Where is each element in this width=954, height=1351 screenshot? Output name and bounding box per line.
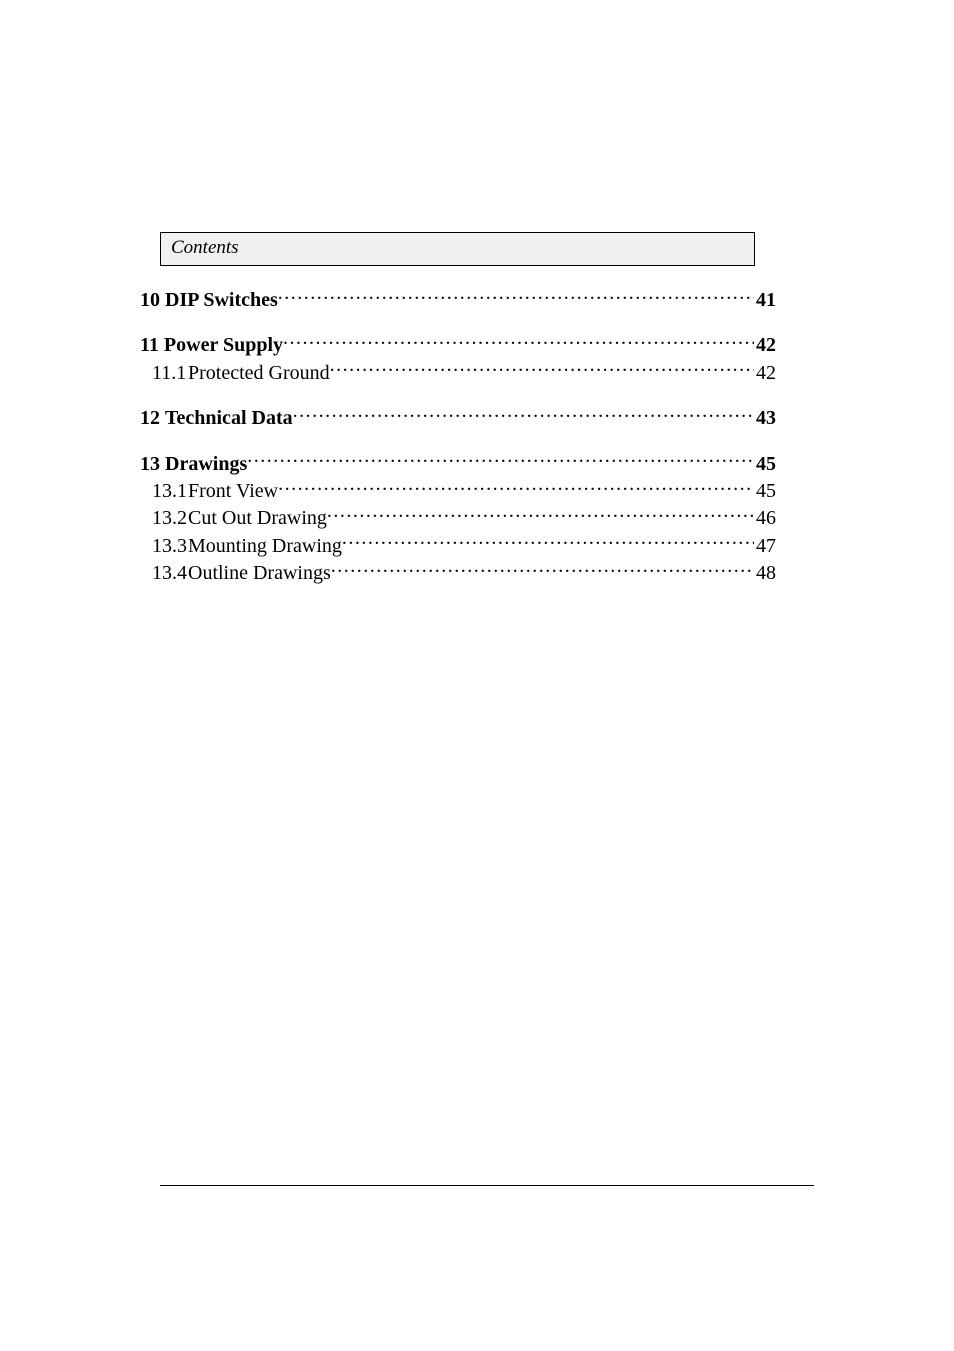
toc-leader (330, 359, 754, 379)
toc-page-number: 46 (754, 505, 776, 531)
toc-subsection: 11.1 Protected Ground 42 (140, 359, 776, 386)
toc-leader (278, 477, 754, 497)
toc-leader (331, 559, 754, 579)
toc-leader (293, 404, 754, 424)
toc-page-number: 48 (754, 560, 776, 586)
toc-leader (327, 504, 754, 524)
toc-page-number: 42 (754, 332, 776, 358)
footer-rule (160, 1185, 814, 1186)
toc-subsection: 13.2 Cut Out Drawing 46 (140, 504, 776, 531)
toc-page-number: 45 (754, 478, 776, 504)
toc-subsection: 13.4 Outline Drawings 48 (140, 559, 776, 586)
contents-header-box: Contents (160, 232, 755, 266)
toc-section-number: 12 (140, 405, 160, 431)
table-of-contents: 10 DIP Switches 41 11 Power Supply 42 11… (140, 286, 776, 587)
toc-section-title: DIP Switches (165, 287, 278, 313)
toc-leader (247, 450, 754, 470)
toc-subsection: 13.1 Front View 45 (140, 477, 776, 504)
toc-sub-title: Protected Ground (188, 360, 330, 386)
toc-section: 12 Technical Data 43 (140, 404, 776, 431)
toc-page-number: 41 (754, 287, 776, 313)
toc-sub-number: 13.2 (140, 505, 188, 531)
toc-sub-title: Mounting Drawing (188, 533, 342, 559)
toc-section-title: Power Supply (164, 332, 283, 358)
toc-page-number: 47 (754, 533, 776, 559)
toc-section-title: Drawings (165, 451, 247, 477)
toc-subsection: 13.3 Mounting Drawing 47 (140, 532, 776, 559)
toc-page-number: 42 (754, 360, 776, 386)
toc-page-number: 43 (754, 405, 776, 431)
toc-section: 10 DIP Switches 41 (140, 286, 776, 313)
toc-sub-number: 11.1 (140, 360, 188, 386)
toc-page-number: 45 (754, 451, 776, 477)
toc-sub-title: Cut Out Drawing (188, 505, 327, 531)
toc-sub-number: 13.3 (140, 533, 188, 559)
contents-header-label: Contents (171, 237, 239, 258)
toc-sub-number: 13.1 (140, 478, 188, 504)
toc-section: 13 Drawings 45 (140, 450, 776, 477)
toc-sub-title: Front View (188, 478, 278, 504)
toc-sub-title: Outline Drawings (188, 560, 331, 586)
page: Contents 10 DIP Switches 41 11 Power Sup… (0, 0, 954, 1351)
toc-leader (283, 331, 754, 351)
toc-section-number: 11 (140, 332, 159, 358)
toc-section-number: 13 (140, 451, 160, 477)
toc-section-title: Technical Data (165, 405, 293, 431)
toc-section-number: 10 (140, 287, 160, 313)
toc-leader (342, 532, 754, 552)
toc-section: 11 Power Supply 42 (140, 331, 776, 358)
toc-leader (278, 286, 754, 306)
toc-sub-number: 13.4 (140, 560, 188, 586)
